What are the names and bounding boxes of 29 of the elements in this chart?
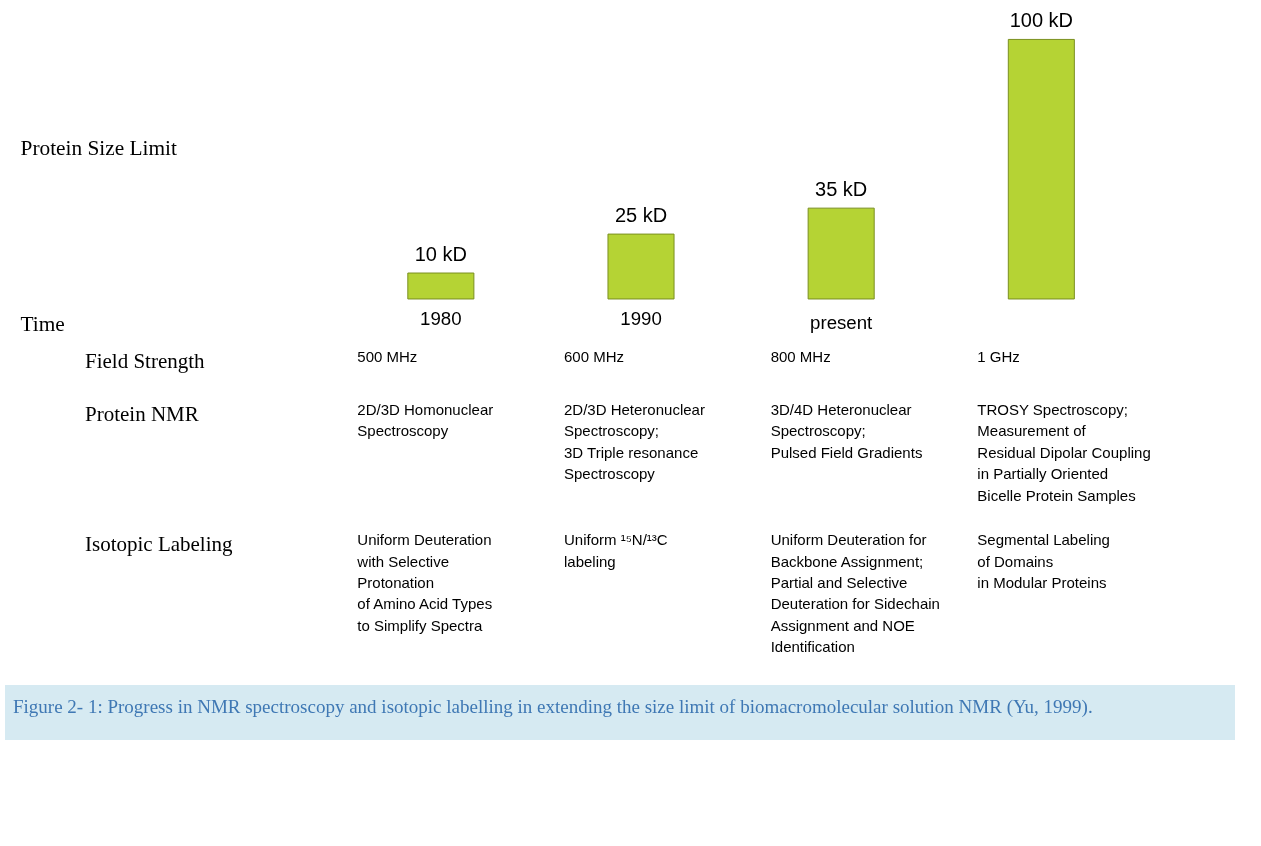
- text: 1 GHz: [976, 347, 1021, 367]
- data-label: 10 kD: [414, 243, 467, 266]
- bar: [807, 207, 875, 300]
- data-label: 25 kD: [614, 204, 668, 227]
- text: Protein Size Limit: [20, 136, 177, 161]
- text: Uniform Deuteration for Backbone Assignment; Partial and Selective Deuteration for Sidechain Assignment and NOE Identification: [769, 530, 941, 658]
- bar: [407, 272, 475, 300]
- text: TROSY Spectroscopy; Measurement of Residual Dipolar Coupling in Partially Oriented Bicelle Protein Samples: [976, 400, 1152, 506]
- data-label: 100 kD: [1009, 9, 1074, 32]
- bar: [607, 233, 675, 300]
- text: 2D/3D Heteronuclear Spectroscopy; 3D Triple resonance Spectroscopy: [563, 400, 706, 485]
- text: Isotopic Labeling: [84, 531, 234, 559]
- text: Uniform ¹⁵N/¹³C labeling: [563, 530, 669, 572]
- bar: [1007, 38, 1075, 300]
- text: 500 MHz: [356, 347, 419, 367]
- caption: Figure 2- 1: Progress in NMR spectroscopy and isotopic labelling in extending the size limit of biomacromolecular solution NMR (Yu, 1999).: [5, 685, 1235, 741]
- text: 600 MHz: [563, 347, 625, 367]
- text: Time: [20, 311, 65, 336]
- text: 2D/3D Homonuclear Spectroscopy: [356, 400, 495, 442]
- text: 3D/4D Heteronuclear Spectroscopy; Pulsed Field Gradients: [769, 400, 924, 463]
- x-tick-label: 1990: [620, 307, 662, 329]
- x-tick-label: 1980: [420, 307, 462, 329]
- text: Field Strength: [84, 348, 206, 375]
- text: Segmental Labeling of Domains in Modular Proteins: [976, 530, 1111, 593]
- text: Protein NMR: [84, 401, 200, 428]
- text: Uniform Deuteration with Selective Protonation of Amino Acid Types to Simplify Spectra: [356, 530, 494, 636]
- x-tick-label: present: [810, 311, 874, 333]
- data-label: 35 kD: [815, 178, 868, 201]
- text: 800 MHz: [769, 347, 832, 367]
